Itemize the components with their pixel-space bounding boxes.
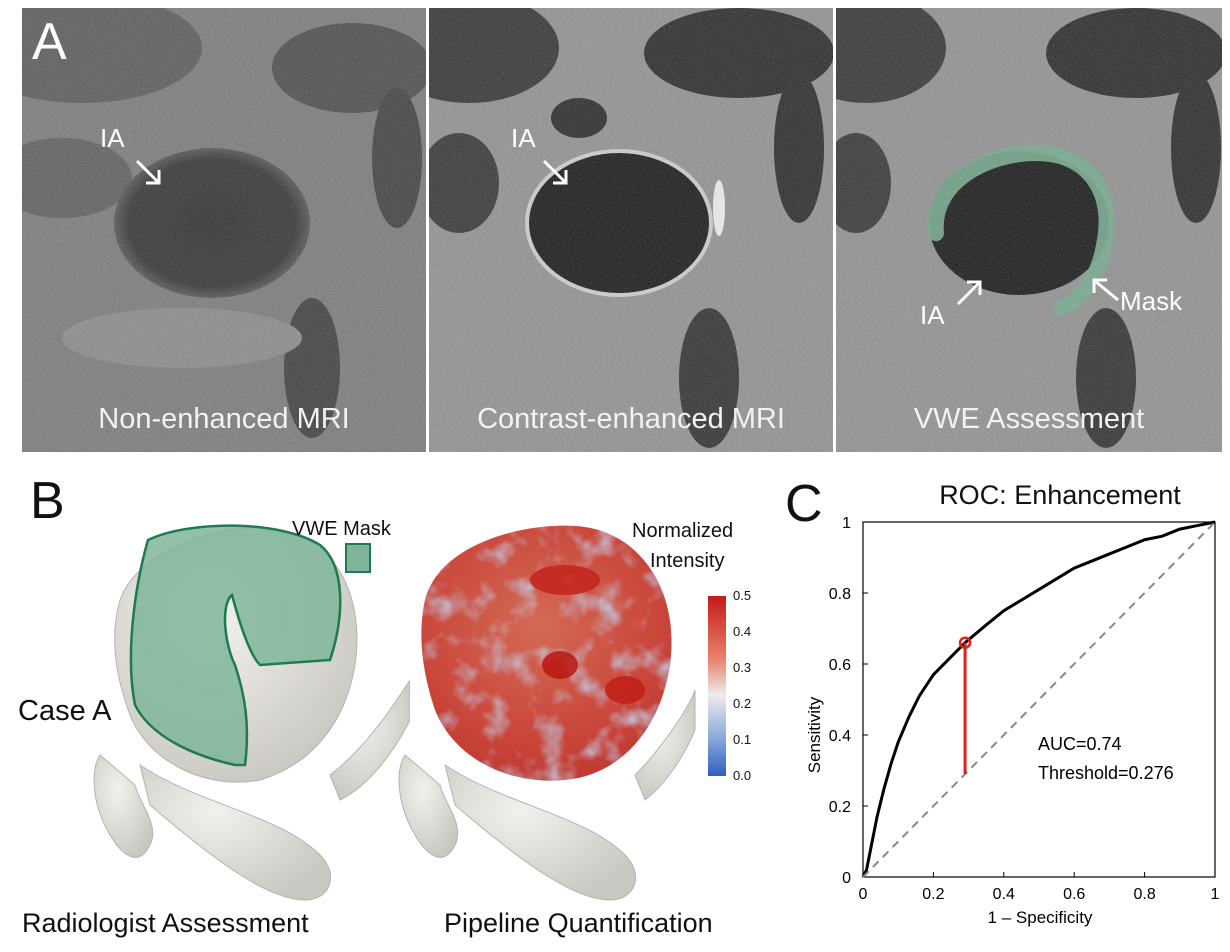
panel-b-letter: B xyxy=(30,472,65,530)
panel-a-letter: A xyxy=(32,13,67,71)
aneurysm-model-radiologist xyxy=(93,524,410,901)
vwe-mask-legend-swatch xyxy=(345,543,371,573)
operating-point-marker xyxy=(958,636,972,649)
caption-contrast-enhanced: Contrast-enhanced MRI xyxy=(477,403,785,435)
mri-non-enhanced-image xyxy=(22,8,426,452)
colorbar-tick-label: 0.3 xyxy=(733,660,752,675)
y-tick-label: 0 xyxy=(842,870,851,887)
arrow-icon xyxy=(956,280,982,306)
y-tick-label: 0.2 xyxy=(829,799,851,816)
colorbar-tick-label: 0.2 xyxy=(733,696,752,711)
y-axis-label: Sensitivity xyxy=(805,696,824,773)
ia-label-2: IA xyxy=(511,123,536,153)
ia-label-3: IA xyxy=(920,300,945,330)
divider-2 xyxy=(833,8,836,452)
roc-curve xyxy=(861,520,1216,878)
ia-label-1: IA xyxy=(100,123,125,153)
mri-contrast-enhanced: IA Contrast-enhanced MRI xyxy=(429,8,833,452)
caption-vwe-assessment: VWE Assessment xyxy=(913,403,1145,435)
arrow-icon xyxy=(1092,278,1119,302)
colorbar-tick-label: 0.4 xyxy=(733,624,752,639)
aneurysm-model-pipeline xyxy=(398,525,696,901)
colorbar xyxy=(708,596,726,776)
caption-non-enhanced: Non-enhanced MRI xyxy=(98,403,350,435)
case-label: Case A xyxy=(18,695,112,727)
y-tick-label: 0.6 xyxy=(829,657,851,674)
colorbar-tick-label: 0.0 xyxy=(733,768,752,783)
roc-chart: Sensitivity 1 – Specificity AUC=0.74 Thr… xyxy=(805,515,1220,927)
y-tick-label: 0.8 xyxy=(829,586,851,603)
colorbar-title-2: Intensity xyxy=(650,550,725,572)
colorbar-title-1: Normalized xyxy=(632,520,734,542)
mri-contrast-enhanced-image xyxy=(429,8,833,452)
threshold-annotation: Threshold=0.276 xyxy=(1038,763,1174,783)
mri-vwe-assessment: IA Mask VWE Assessment xyxy=(836,8,1222,452)
auc-annotation: AUC=0.74 xyxy=(1038,734,1122,754)
x-tick-label: 1 xyxy=(1211,886,1220,903)
caption-pipeline-quantification: Pipeline Quantification xyxy=(444,908,713,938)
plot-frame xyxy=(862,521,1216,878)
arrow-icon xyxy=(135,159,161,185)
x-tick-label: 0.4 xyxy=(993,886,1015,903)
chart-title: ROC: Enhancement xyxy=(939,480,1181,510)
mri-non-enhanced: IA Non-enhanced MRI xyxy=(22,8,426,452)
mask-label: Mask xyxy=(1120,286,1183,316)
divider-1 xyxy=(426,8,429,452)
arrow-icon xyxy=(542,159,568,185)
mri-vwe-assessment-image xyxy=(836,8,1222,452)
y-tick-label: 0.4 xyxy=(829,728,851,745)
panel-c-letter: C xyxy=(785,475,823,533)
vwe-mask-legend-label: VWE Mask xyxy=(292,518,391,540)
x-tick-label: 0.2 xyxy=(922,886,944,903)
colorbar-tick-label: 0.5 xyxy=(733,588,752,603)
x-axis-label: 1 – Specificity xyxy=(988,908,1093,927)
x-tick-label: 0.6 xyxy=(1063,886,1085,903)
y-tick-label: 1 xyxy=(842,515,851,532)
x-tick-label: 0 xyxy=(859,886,868,903)
caption-radiologist-assessment: Radiologist Assessment xyxy=(22,908,309,938)
chance-line xyxy=(862,521,1216,878)
colorbar-tick-label: 0.1 xyxy=(733,732,752,747)
x-tick-label: 0.8 xyxy=(1133,886,1155,903)
